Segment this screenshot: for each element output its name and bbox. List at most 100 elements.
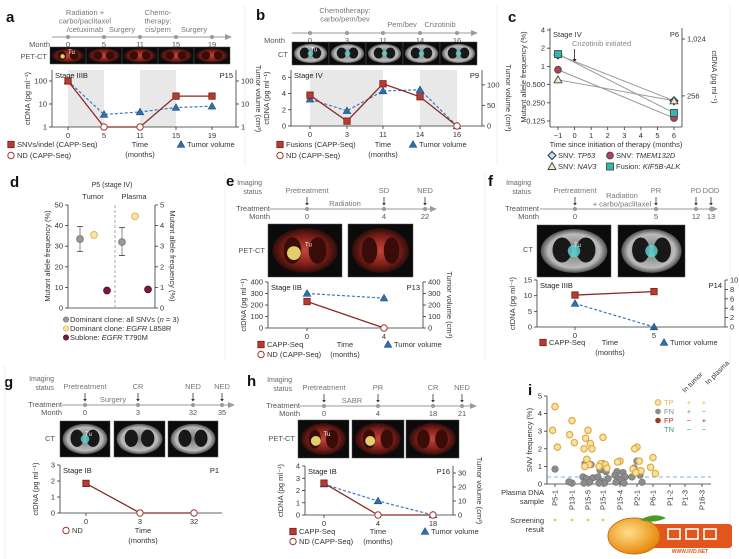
- series-point: [669, 95, 679, 105]
- scan-image: [85, 46, 123, 65]
- y2-tick-label: 10: [730, 276, 738, 285]
- imaging-status: NED: [417, 186, 433, 195]
- imaging-status: CR: [133, 382, 144, 391]
- month-label: 18: [429, 409, 437, 418]
- timeline-tick: [322, 404, 326, 408]
- screening-result-mark: [570, 518, 574, 522]
- tumor-tag: Tu: [324, 432, 331, 438]
- month-row-label: Month: [518, 212, 539, 221]
- y2-tick-label: 30: [458, 469, 466, 478]
- x-tick-label: −1: [554, 131, 563, 140]
- scan-image: Tu: [267, 223, 343, 278]
- scan-body: [355, 423, 401, 455]
- legend-tumor-label: Tumor volume: [419, 140, 467, 149]
- scan-image: [405, 419, 460, 459]
- ctdna-line: [306, 300, 385, 329]
- imaging-status-label: status: [35, 385, 54, 392]
- timeline-tick: [136, 403, 140, 407]
- scan-lung: [576, 237, 596, 263]
- imaging-status: PD: [691, 186, 702, 195]
- y-tick-label: 0.125: [526, 117, 545, 126]
- timeline-tick: [102, 35, 106, 39]
- panel-label: h: [247, 373, 256, 390]
- scan-lung: [141, 429, 155, 447]
- ctdna-point: [172, 92, 180, 100]
- imaging-status: DOD: [703, 186, 720, 195]
- ctdna-point: [303, 297, 311, 306]
- y-tick-label: 0: [282, 122, 286, 131]
- stage-label: Stage IV: [294, 71, 323, 80]
- y-axis-label: Mutant allele frequency (%): [43, 210, 52, 302]
- patient-label: P14: [709, 281, 722, 290]
- patient-label: P9: [470, 71, 479, 80]
- series-line: [557, 69, 675, 119]
- scan-lung: [552, 237, 572, 263]
- month-label: 0: [83, 408, 87, 417]
- scan-image: [439, 41, 478, 66]
- legend-label: Sublone: EGFR T790M: [70, 333, 148, 342]
- x-tick-label: 0: [66, 131, 70, 140]
- y-tick-label: 0.500: [526, 80, 545, 89]
- timeline-tick: [431, 404, 435, 408]
- scan-lung: [308, 237, 327, 264]
- watermark-logo: WWW.IIVD.NET: [607, 515, 732, 555]
- legend-tumor-marker: [408, 140, 418, 148]
- series-line: [557, 79, 675, 102]
- treatment-shading: [140, 70, 176, 127]
- month-label: 4: [382, 212, 386, 221]
- ctdna-nd-point: [380, 324, 388, 332]
- y-tick-label: 10: [55, 283, 63, 292]
- y-tick-label: 2: [296, 486, 300, 495]
- scan-image: Tu: [291, 41, 330, 66]
- scan-image: [365, 41, 404, 66]
- y-tick-label: 1: [43, 123, 47, 132]
- x-axis-label: (months): [125, 150, 155, 159]
- ctdna-line: [85, 482, 194, 514]
- stage-label: Stage IIB: [271, 283, 302, 292]
- legend-marker: [606, 151, 614, 160]
- imaging-status: Pretreatment: [63, 382, 107, 391]
- ctdna-point: [416, 93, 424, 101]
- x-tick-label: 0: [305, 332, 309, 341]
- scan-image: Tu: [59, 420, 111, 458]
- tumor-highlight: [567, 244, 581, 258]
- y2-tick-label: 100: [487, 80, 500, 89]
- sample-label: P6-1: [649, 490, 658, 506]
- timeline-tick: [573, 207, 577, 211]
- ctdna-nd-point: [100, 123, 108, 131]
- legend-detected-label: CAPP-Seq: [267, 340, 303, 349]
- y-tick-label: 100: [34, 76, 47, 85]
- x-tick-label: 32: [190, 517, 198, 526]
- imaging-status-label: status: [243, 189, 262, 196]
- legend-detected-marker: [7, 140, 15, 149]
- treatment-label: cis/pem: [145, 25, 171, 34]
- tumor-point: [76, 235, 84, 243]
- scan-lung: [417, 429, 430, 449]
- scan-lung: [129, 51, 139, 60]
- timeline-tick: [376, 404, 380, 408]
- scan-lung: [435, 429, 448, 449]
- tumor-point: [90, 231, 98, 239]
- fn-point: [565, 478, 573, 486]
- x-axis-label: Time: [370, 527, 386, 536]
- scan-lung: [632, 237, 650, 263]
- legend-nd-label: ND (CAPP-Seq): [17, 151, 72, 160]
- scan-image: [157, 46, 195, 65]
- y-tick-label: 6: [282, 73, 286, 82]
- ctdna-point: [379, 80, 387, 88]
- month-label: 11: [379, 36, 387, 45]
- tumor-hotspot: [60, 54, 65, 59]
- tumor-tag: Tu: [574, 243, 581, 249]
- status-arrowhead-icon: [694, 203, 698, 206]
- imaging-modality-label: CT: [278, 50, 288, 59]
- timeline-tick: [220, 403, 224, 407]
- legend-detected-marker: [257, 340, 265, 349]
- y-tick-label: 400: [250, 278, 263, 287]
- legend-label: TN: [664, 425, 674, 434]
- treatment-label: Crizotinib: [424, 20, 455, 29]
- x-axis-label: Time: [337, 340, 353, 349]
- tumor-volume-line: [306, 292, 385, 299]
- tp-point: [631, 468, 640, 477]
- patient-label: P6: [670, 30, 679, 39]
